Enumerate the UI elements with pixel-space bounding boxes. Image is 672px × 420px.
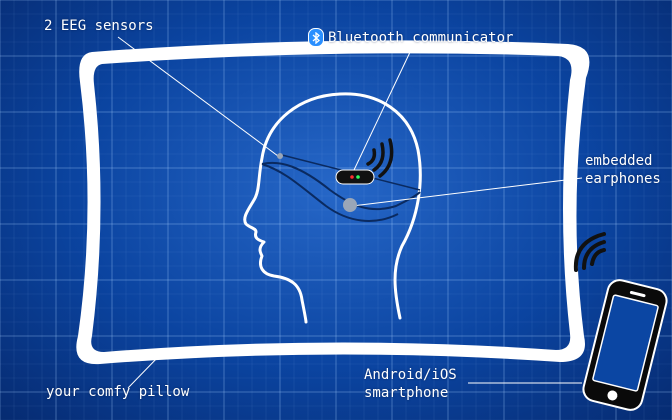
smartphone-icon [582,279,668,411]
smartphone-label-line1: Android/iOS [364,367,457,383]
earphone-pointer-line [351,177,583,207]
earphones-label: embedded earphones [585,152,661,188]
led-green [356,175,360,179]
head-profile [243,92,422,324]
signal-waves-icon [366,138,394,178]
earphones-label-line2: earphones [585,171,661,187]
bluetooth-label-text: Bluetooth communicator [328,29,514,46]
bluetooth-communicator-device [335,169,375,185]
earphones-label-line1: embedded [585,153,653,169]
eeg-sensor-dot [277,153,283,159]
pillow-label: your comfy pillow [46,384,190,400]
phone-signal-waves-icon [573,232,606,272]
eeg-pointer-line [117,36,279,157]
bluetooth-icon [308,28,324,47]
bluetooth-communicator-label: Bluetooth communicator [308,28,513,47]
eeg-sensors-label: 2 EEG sensors [44,18,154,34]
bluetooth-pointer-line [353,47,413,171]
smartphone-label: Android/iOS smartphone [364,366,457,402]
earphone-dot [343,198,357,212]
smartphone-label-line2: smartphone [364,385,449,401]
headband-lower [261,163,399,222]
led-red [350,175,354,179]
pillow-outline [76,40,590,365]
pillow-pointer-line [127,354,161,389]
